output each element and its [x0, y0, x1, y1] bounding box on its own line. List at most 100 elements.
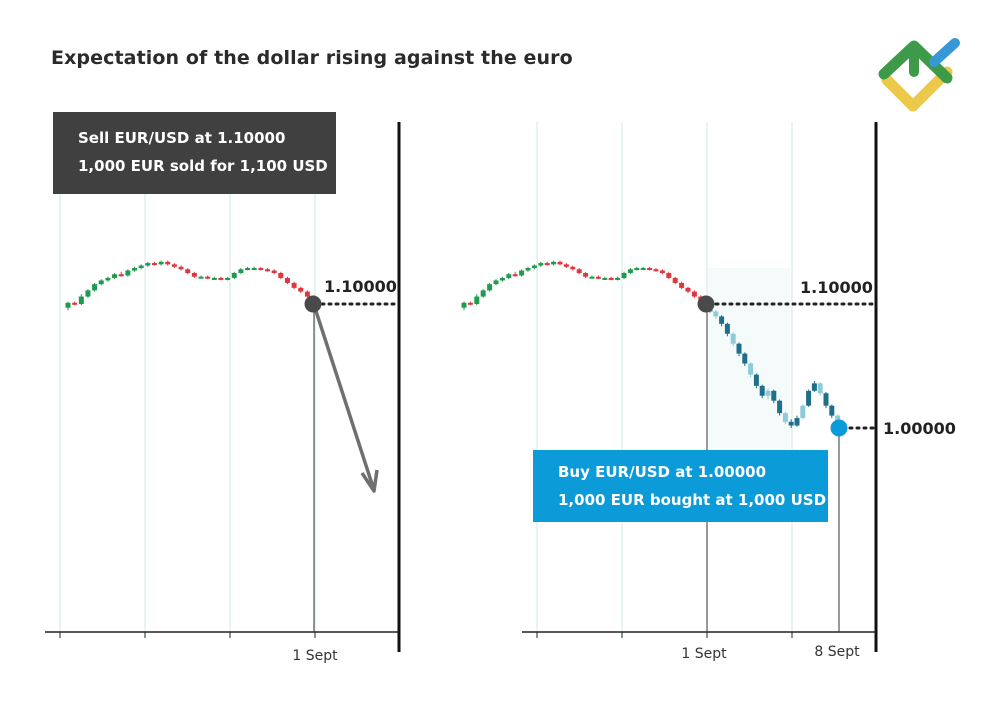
candle-body — [557, 261, 563, 265]
forecast-candle-body — [782, 413, 788, 422]
candle-body — [304, 291, 310, 297]
right-chart-x-ticks — [536, 632, 793, 638]
forecast-candle-body — [719, 316, 725, 324]
candle-body — [191, 273, 197, 277]
sell-entry-marker-right — [697, 295, 715, 313]
litefinance-logo-icon — [878, 38, 960, 112]
right-exit-price-label: 1.00000 — [883, 419, 956, 438]
candle-body — [98, 280, 104, 285]
forecast-candle-body — [817, 383, 823, 394]
candle-body — [291, 282, 297, 288]
candle-body — [531, 265, 537, 269]
candle-body — [691, 291, 697, 297]
candle-body — [583, 273, 589, 277]
candle-body — [145, 263, 151, 266]
forecast-candle-body — [759, 385, 765, 396]
buy-order-line-1: Buy EUR/USD at 1.00000 — [558, 463, 767, 481]
candle-body — [92, 284, 98, 291]
candle-body — [602, 277, 608, 280]
left-chart: 1.10000 1 Sept — [45, 122, 401, 664]
candle-body — [525, 268, 531, 271]
forecast-candle-body — [771, 390, 777, 401]
candle-body — [615, 277, 621, 280]
buy-exit-marker — [830, 419, 848, 437]
forecast-candle-body — [748, 363, 754, 375]
candle-body — [65, 302, 71, 308]
left-price-label: 1.10000 — [324, 277, 397, 296]
right-entry-date-label: 1 Sept — [681, 646, 727, 662]
sell-order-line-2: 1,000 EUR sold for 1,100 USD — [78, 157, 328, 175]
forecast-candle-body — [823, 393, 829, 406]
candle-body — [271, 270, 277, 273]
candle-body — [563, 264, 569, 267]
candle-body — [72, 302, 78, 305]
forecast-candle-body — [788, 421, 794, 426]
candle-body — [105, 277, 111, 281]
forecast-candle-body — [794, 418, 800, 426]
forecast-candle-body — [765, 390, 771, 396]
sell-order-line-1: Sell EUR/USD at 1.10000 — [78, 129, 286, 147]
candle-body — [112, 274, 118, 278]
candle-body — [467, 302, 473, 305]
candle-body — [78, 296, 84, 304]
candle-body — [205, 276, 211, 279]
candle-body — [198, 276, 204, 279]
candle-body — [284, 277, 290, 283]
sell-entry-marker — [304, 295, 322, 313]
candle-body — [538, 263, 544, 266]
candle-body — [132, 268, 137, 271]
forecast-candle-body — [736, 343, 742, 354]
forecast-band — [708, 268, 790, 452]
left-x-tick-label: 1 Sept — [292, 648, 338, 664]
candle-body — [627, 269, 633, 273]
candle-body — [238, 269, 244, 273]
candle-body — [225, 277, 231, 280]
candle-body — [519, 270, 525, 276]
left-chart-x-ticks — [59, 632, 316, 638]
candle-body — [125, 270, 131, 276]
left-chart-candles — [65, 260, 317, 311]
candle-body — [461, 302, 467, 308]
candle-body — [621, 273, 627, 278]
candle-body — [245, 268, 251, 271]
candle-body — [551, 261, 557, 265]
right-exit-date-label: 8 Sept — [814, 644, 860, 660]
candle-body — [138, 265, 144, 269]
candle-body — [653, 269, 659, 272]
candle-body — [165, 261, 171, 265]
candle-body — [659, 270, 665, 273]
forecast-candle-body — [730, 333, 736, 344]
left-chart-gridlines — [59, 122, 316, 632]
candle-body — [634, 268, 640, 271]
candle-body — [640, 268, 646, 271]
candle-body — [474, 296, 480, 304]
candle-body — [211, 277, 217, 280]
right-chart: 1.10000 1.00000 1 Sept 8 Sept — [461, 122, 956, 662]
candle-body — [158, 261, 164, 265]
candle-body — [499, 277, 505, 281]
candle-body — [298, 287, 304, 292]
candle-body — [647, 268, 653, 271]
candle-body — [512, 274, 518, 277]
forecast-candle-body — [835, 415, 841, 424]
candle-body — [666, 273, 672, 278]
forecast-candle-body — [806, 390, 812, 406]
candle-body — [178, 266, 184, 270]
candle-body — [171, 264, 177, 267]
candle-body — [679, 282, 685, 288]
buy-order-line-2: 1,000 EUR bought at 1,000 USD — [558, 491, 827, 509]
candle-body — [570, 266, 576, 270]
forecast-candle-body — [742, 353, 748, 364]
forecast-candle-body — [811, 383, 817, 391]
candle-body — [218, 277, 224, 280]
candle-body — [251, 268, 257, 271]
forecast-candle-body — [713, 311, 719, 317]
candle-body — [576, 269, 582, 273]
expected-decline-arrow — [313, 307, 379, 493]
chart-title: Expectation of the dollar rising against… — [51, 47, 573, 69]
forecast-candle-body — [800, 405, 806, 419]
sell-order-callout: Sell EUR/USD at 1.10000 1,000 EUR sold f… — [53, 112, 336, 194]
candle-body — [85, 290, 91, 297]
candle-body — [544, 263, 550, 266]
